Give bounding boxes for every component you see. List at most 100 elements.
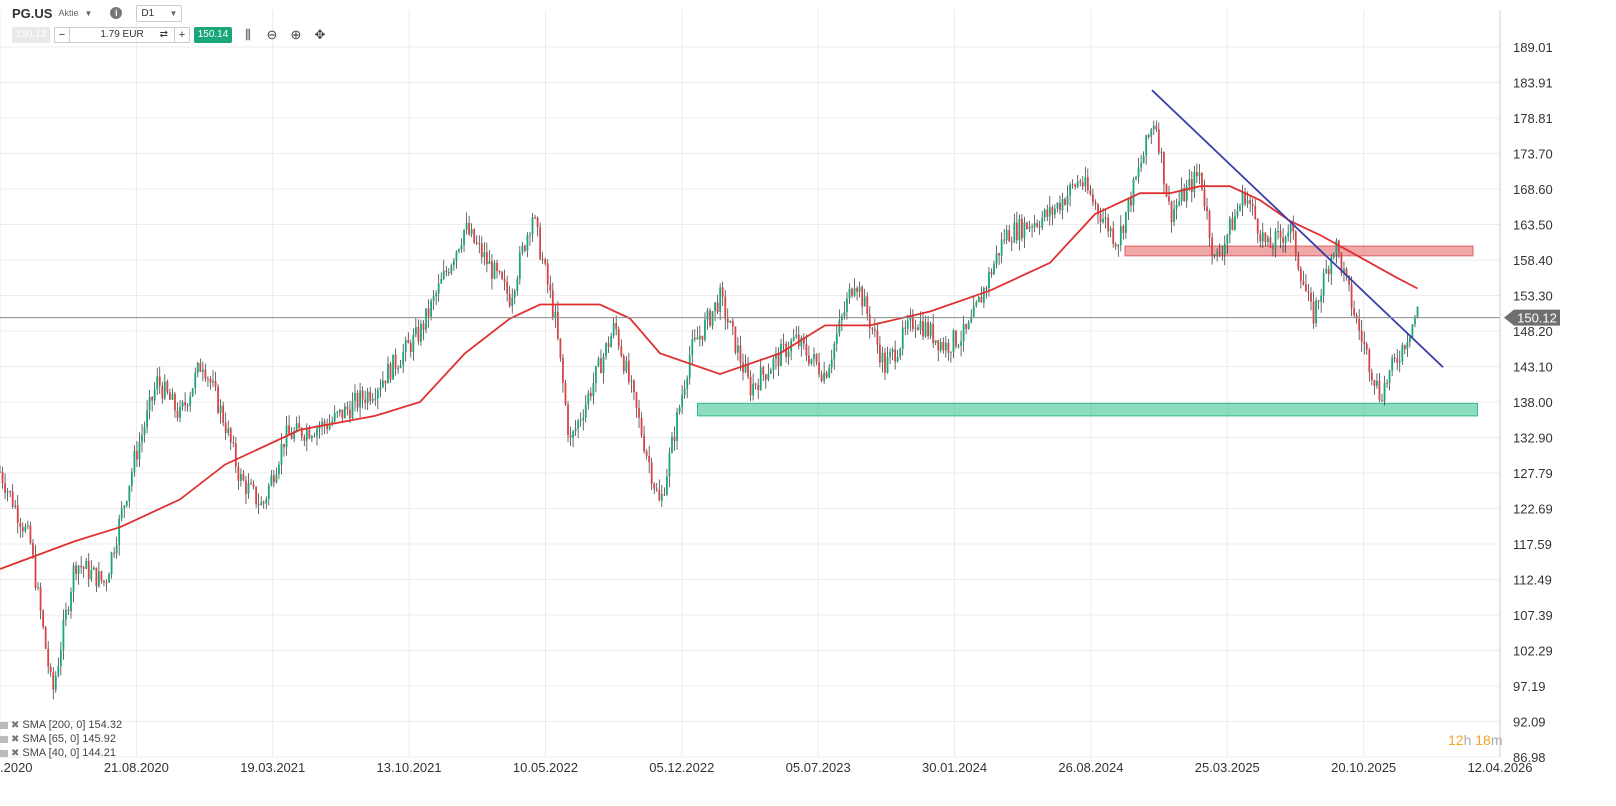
candle bbox=[901, 320, 904, 356]
close-icon[interactable]: ✖ bbox=[11, 719, 20, 731]
y-tick-label: 148.20 bbox=[1513, 324, 1553, 339]
close-icon[interactable]: ✖ bbox=[11, 733, 20, 745]
candle bbox=[1211, 232, 1214, 265]
candle bbox=[374, 387, 377, 406]
candle bbox=[1282, 228, 1285, 253]
candle bbox=[633, 379, 635, 401]
crosshair-icon[interactable]: ✥ bbox=[314, 27, 326, 42]
candle bbox=[1264, 232, 1267, 247]
y-tick-label: 173.70 bbox=[1513, 147, 1553, 162]
timer-minutes-unit: m bbox=[1490, 732, 1503, 748]
candle bbox=[1168, 185, 1170, 206]
candle bbox=[379, 379, 382, 398]
candle bbox=[645, 449, 648, 460]
candle bbox=[1048, 196, 1051, 226]
close-icon[interactable]: ✖ bbox=[11, 747, 20, 759]
y-tick-label: 168.60 bbox=[1513, 182, 1553, 197]
candle bbox=[1008, 224, 1011, 242]
candle bbox=[222, 401, 225, 427]
candle bbox=[1038, 220, 1041, 235]
candle bbox=[252, 480, 255, 490]
candle bbox=[16, 495, 19, 534]
candle bbox=[868, 306, 871, 339]
candle bbox=[666, 468, 668, 496]
buy-button[interactable]: 150.14 bbox=[194, 27, 232, 43]
candle bbox=[1236, 203, 1239, 219]
candle bbox=[108, 572, 110, 583]
candle bbox=[650, 457, 653, 490]
candle bbox=[1201, 172, 1203, 192]
candle bbox=[283, 443, 285, 457]
candle bbox=[932, 314, 935, 348]
candle bbox=[1391, 354, 1394, 377]
plus-icon[interactable]: + bbox=[178, 29, 186, 41]
candle bbox=[777, 347, 780, 376]
candle bbox=[1231, 211, 1234, 231]
symbol-name[interactable]: PG.US bbox=[12, 5, 53, 21]
candle bbox=[549, 275, 552, 299]
candlestick-type-icon[interactable]: ⫼ bbox=[245, 27, 251, 42]
candle bbox=[1381, 393, 1383, 403]
candle bbox=[1376, 373, 1378, 389]
candle bbox=[250, 478, 252, 486]
candle bbox=[569, 426, 572, 446]
candle bbox=[1266, 234, 1269, 247]
candle bbox=[209, 376, 212, 390]
zoom-in-icon[interactable]: ⊕ bbox=[290, 27, 302, 42]
candle bbox=[166, 379, 169, 395]
sell-button[interactable]: 150.12 bbox=[12, 27, 50, 43]
x-tick-label: 21.08.2020 bbox=[104, 760, 169, 775]
indicator-row[interactable]: ✖ SMA [65, 0] 145.92 bbox=[0, 732, 122, 746]
candle bbox=[54, 671, 57, 693]
indicator-row[interactable]: ✖ SMA [40, 0] 144.21 bbox=[0, 746, 122, 760]
indicator-row[interactable]: ✖ SMA [200, 0] 154.32 bbox=[0, 718, 122, 732]
chevron-down-icon[interactable]: ▼ bbox=[84, 8, 93, 18]
candle bbox=[891, 347, 894, 361]
candle bbox=[1053, 204, 1056, 219]
candle bbox=[1305, 274, 1307, 292]
candle bbox=[1353, 300, 1356, 318]
candle bbox=[404, 336, 407, 362]
candle bbox=[369, 386, 372, 406]
candle bbox=[14, 500, 17, 509]
candle bbox=[148, 389, 151, 420]
candle bbox=[247, 473, 250, 499]
y-tick-label: 138.00 bbox=[1513, 395, 1553, 410]
candle bbox=[511, 288, 514, 314]
minus-icon[interactable]: − bbox=[58, 29, 66, 41]
candle bbox=[39, 582, 42, 620]
candle bbox=[1132, 177, 1135, 213]
candle bbox=[280, 433, 283, 475]
candle bbox=[1401, 342, 1404, 365]
candle bbox=[1284, 235, 1287, 253]
candle bbox=[853, 278, 856, 298]
candle bbox=[397, 365, 400, 374]
quantity-input[interactable]: 1.79 EUR ⇄ bbox=[69, 28, 175, 42]
candle bbox=[518, 245, 521, 285]
candle bbox=[1130, 191, 1132, 213]
timeframe-select[interactable]: D1 ▼ bbox=[136, 4, 183, 22]
candle bbox=[501, 270, 503, 280]
candle bbox=[600, 349, 602, 374]
candle bbox=[1416, 306, 1419, 319]
candle bbox=[123, 504, 126, 519]
candle bbox=[6, 488, 9, 502]
candle bbox=[1190, 170, 1193, 203]
candle bbox=[389, 361, 392, 383]
candle bbox=[894, 340, 897, 370]
y-tick-label: 163.50 bbox=[1513, 218, 1553, 233]
candle bbox=[346, 401, 349, 416]
downtrend-line[interactable] bbox=[1151, 89, 1444, 368]
sma-200-line bbox=[0, 185, 1418, 570]
candle bbox=[1092, 188, 1094, 207]
info-icon[interactable]: i bbox=[110, 7, 123, 19]
swap-icon[interactable]: ⇄ bbox=[159, 29, 168, 40]
candle bbox=[658, 479, 661, 502]
candle bbox=[179, 400, 181, 423]
candle bbox=[506, 275, 509, 302]
candle bbox=[376, 387, 379, 410]
candle bbox=[1122, 224, 1125, 240]
zoom-out-icon[interactable]: ⊖ bbox=[266, 27, 278, 42]
candle bbox=[630, 375, 633, 393]
